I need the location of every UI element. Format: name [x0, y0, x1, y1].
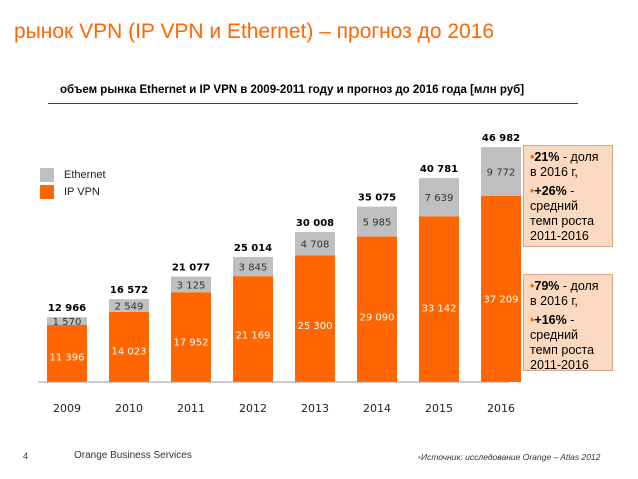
ipvpn-growth-text: - средний темп роста 2011-2016 [530, 313, 595, 372]
x-tick-2015: 2015 [425, 402, 453, 415]
footer-brand: Orange Business Services [74, 450, 192, 461]
chart-title: объем рынка Ethernet и IP VPN в 2009-201… [60, 84, 525, 96]
ethernet-share-text: - доля в 2016 г, [530, 150, 599, 179]
bar-ethernet-2010 [109, 299, 149, 312]
x-tick-2011: 2011 [177, 402, 205, 415]
label-ethernet-2010: 2 549 [115, 302, 144, 313]
total-label-2016: 46 982 [482, 133, 520, 144]
bar-ethernet-2014 [357, 206, 397, 237]
label-ethernet-2009: 1 570 [53, 317, 82, 328]
ethernet-growth-text: - средний темп роста 2011-2016 [530, 184, 595, 243]
bar-ipvpn-2009 [47, 325, 87, 382]
label-ethernet-2015: 7 639 [425, 193, 454, 204]
label-ipvpn-2016: 37 209 [484, 294, 519, 305]
label-ipvpn-2010: 14 023 [112, 346, 147, 357]
bar-ipvpn-2014 [357, 236, 397, 382]
legend-label-ethernet: Ethernet [64, 169, 106, 181]
label-ipvpn-2013: 25 300 [298, 321, 333, 332]
bar-ipvpn-2012 [233, 276, 273, 382]
callout-ipvpn: •79% - доля в 2016 г, •+16% - средний те… [523, 274, 613, 372]
bar-ipvpn-2011 [171, 292, 211, 382]
total-label-2015: 40 781 [420, 164, 458, 175]
label-ipvpn-2009: 11 396 [50, 352, 85, 363]
label-ethernet-2014: 5 985 [363, 218, 392, 229]
bar-ethernet-2012 [233, 256, 273, 277]
label-ipvpn-2011: 17 952 [174, 338, 209, 349]
bar-ipvpn-2015 [419, 216, 459, 382]
label-ethernet-2012: 3 845 [239, 263, 268, 274]
bar-ipvpn-2016 [481, 195, 521, 382]
page-title: рынок VPN (IP VPN и Ethernet) – прогноз … [14, 20, 495, 43]
ipvpn-growth-value: +16% [534, 313, 567, 327]
bar-ethernet-2015 [419, 178, 459, 217]
legend-swatch-ethernet [40, 168, 54, 182]
bar-ethernet-2009 [47, 317, 87, 326]
page-number: 4 [23, 451, 29, 461]
ipvpn-share-text: - доля в 2016 г, [530, 279, 599, 308]
total-label-2013: 30 008 [296, 218, 334, 229]
label-ethernet-2011: 3 125 [177, 280, 206, 291]
total-label-2014: 35 075 [358, 193, 396, 204]
label-ethernet-2016: 9 772 [487, 168, 516, 179]
ipvpn-share-value: 79% [534, 279, 560, 293]
bar-ethernet-2013 [295, 231, 335, 256]
total-label-2009: 12 966 [48, 303, 86, 314]
total-label-2012: 25 014 [234, 243, 272, 254]
footer-source: •Источник: исследование Orange – Atlas 2… [418, 452, 601, 462]
legend-label-ipvpn: IP VPN [64, 186, 100, 198]
bar-ethernet-2016 [481, 147, 521, 196]
label-ipvpn-2014: 29 090 [360, 313, 395, 324]
label-ipvpn-2015: 33 142 [422, 303, 457, 314]
bar-ipvpn-2013 [295, 255, 335, 382]
bar-ipvpn-2010 [109, 311, 149, 382]
bar-ethernet-2011 [171, 276, 211, 293]
x-tick-2013: 2013 [301, 402, 329, 415]
x-tick-2010: 2010 [115, 402, 143, 415]
callout-ethernet: •21% - доля в 2016 г, •+26% - средний те… [523, 145, 613, 247]
label-ethernet-2013: 4 708 [301, 240, 330, 251]
ethernet-share-value: 21% [534, 150, 560, 164]
title-divider [48, 103, 578, 104]
total-label-2011: 21 077 [172, 263, 210, 274]
x-tick-2009: 2009 [53, 402, 81, 415]
ethernet-growth-value: +26% [534, 184, 567, 198]
total-label-2010: 16 572 [110, 285, 148, 296]
footer-source-text: Источник: исследование Orange – Atlas 20… [420, 452, 601, 462]
x-tick-2016: 2016 [487, 402, 515, 415]
label-ipvpn-2012: 21 169 [236, 330, 271, 341]
x-tick-2014: 2014 [363, 402, 391, 415]
legend-swatch-ipvpn [40, 185, 54, 199]
x-tick-2012: 2012 [239, 402, 267, 415]
